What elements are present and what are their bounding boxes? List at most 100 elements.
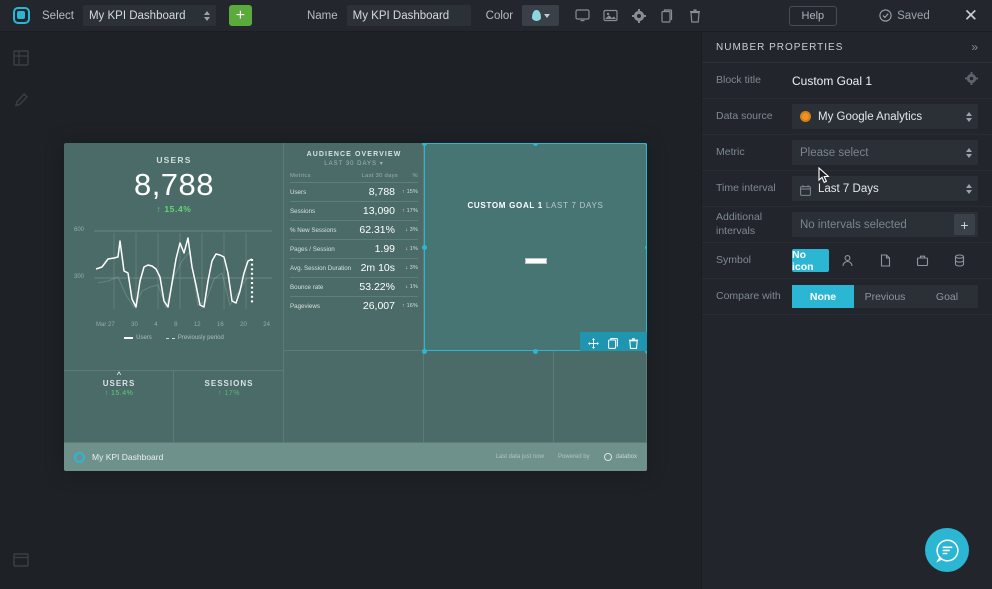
cell-value: 26,007: [356, 296, 398, 315]
color-picker-button[interactable]: [522, 5, 560, 26]
block-title: SESSIONS: [204, 379, 254, 388]
col-header-metrics: Metrics: [290, 173, 311, 179]
block-title: USERS: [156, 155, 192, 165]
line-chart: 600 300: [74, 221, 274, 341]
cell-percent: ↓ 3%: [398, 258, 418, 278]
cell-percent: ↑ 16%: [398, 296, 418, 315]
grid-cell: [424, 351, 554, 443]
databox-logo[interactable]: [0, 7, 42, 24]
block-users-mini[interactable]: ^ USERS ↑ 15.4%: [64, 371, 174, 398]
block-interval[interactable]: LAST 30 DAYS ▾: [324, 161, 384, 167]
cell-percent: ↓ 3%: [398, 220, 418, 240]
metric-select[interactable]: Please select: [792, 140, 978, 165]
row-time-interval: Time interval Last 7 Days: [702, 171, 992, 207]
legend-label: Previously period: [177, 335, 224, 341]
block-sessions-mini[interactable]: ^ SESSIONS ↑ 17%: [174, 371, 284, 397]
symbol-option-document[interactable]: [866, 249, 903, 272]
brush-icon[interactable]: [13, 92, 29, 108]
collapse-panel-icon[interactable]: »: [971, 40, 978, 54]
compare-option-goal[interactable]: Goal: [916, 285, 978, 308]
dashboard-preview[interactable]: USERS 8,788 ↑ 15.4% 600 300: [64, 143, 647, 471]
gear-icon[interactable]: [631, 8, 646, 23]
select-label: Select: [42, 9, 74, 22]
compare-options: None Previous Goal: [792, 285, 978, 308]
duplicate-icon[interactable]: [659, 8, 674, 23]
x-tick: 24: [263, 322, 270, 328]
x-tick: 20: [240, 322, 247, 328]
image-icon[interactable]: [603, 8, 618, 23]
cell-value: 8,788: [356, 182, 398, 202]
row-additional-intervals: Additional intervals No intervals select…: [702, 207, 992, 243]
goal-empty-value: [524, 258, 547, 264]
grid-cell: [284, 351, 424, 443]
trash-icon[interactable]: [628, 336, 639, 349]
add-interval-button[interactable]: +: [954, 214, 975, 235]
trash-icon[interactable]: [687, 8, 702, 23]
resize-handle-ne[interactable]: [644, 143, 647, 146]
table-row: Avg. Session Duration 2m 10s ↓ 3%: [290, 258, 418, 278]
chart-legend: Users Previously period: [74, 335, 274, 341]
col-header-value: Last 30 days: [361, 173, 398, 179]
close-icon[interactable]: ✕: [963, 6, 978, 25]
move-icon[interactable]: [588, 336, 599, 349]
symbol-option-no-icon[interactable]: No icon: [792, 249, 830, 273]
block-title: AUDIENCE OVERVIEW: [306, 151, 402, 158]
block-title-input[interactable]: Custom Goal 1: [792, 74, 965, 88]
metric-value: 8,788: [133, 167, 215, 202]
x-tick: 12: [193, 322, 201, 328]
cell-value: 2m 10s: [356, 258, 398, 278]
y-tick-300: 300: [74, 274, 85, 280]
resize-handle-n[interactable]: [533, 143, 538, 146]
chevron-down-icon: [543, 13, 550, 18]
help-chat-button[interactable]: [925, 528, 969, 572]
symbol-option-database[interactable]: [941, 249, 978, 272]
duplicate-icon[interactable]: [608, 336, 619, 349]
resize-handle-e[interactable]: [644, 244, 647, 250]
chevron-updown-icon: [966, 111, 972, 122]
dashboard-canvas[interactable]: USERS 8,788 ↑ 15.4% 600 300: [42, 32, 701, 589]
block-users-chart[interactable]: USERS 8,788 ↑ 15.4% 600 300: [64, 143, 284, 371]
block-custom-goal-1[interactable]: CUSTOM GOAL 1 LAST 7 DAYS: [421, 143, 647, 354]
table-row: Bounce rate 53.22% ↓ 1%: [290, 277, 418, 297]
help-button[interactable]: Help: [788, 5, 838, 26]
cell-percent: ↓ 1%: [398, 239, 418, 259]
window-icon[interactable]: [13, 553, 29, 569]
chat-bubble-icon: [935, 538, 959, 563]
cell-percent: ↑ 17%: [398, 201, 418, 221]
resize-handle-se[interactable]: [644, 348, 647, 354]
cell-metric: Pageviews: [290, 296, 357, 315]
resize-handle-s[interactable]: [533, 348, 538, 354]
chevron-updown-icon: [203, 10, 210, 21]
data-source-select[interactable]: My Google Analytics: [792, 104, 978, 129]
compare-option-previous[interactable]: Previous: [854, 285, 916, 308]
table-row: Sessions 13,090 ↑ 17%: [290, 201, 418, 221]
block-toolbar: [580, 332, 647, 351]
monitor-icon[interactable]: [575, 8, 590, 23]
resize-handle-sw[interactable]: [421, 348, 427, 354]
cell-value: 62.31%: [356, 220, 398, 240]
block-audience-overview[interactable]: AUDIENCE OVERVIEW LAST 30 DAYS ▾ Metrics…: [284, 143, 424, 351]
resize-handle-w[interactable]: [421, 244, 427, 250]
row-label: Block title: [716, 73, 761, 86]
dashboard-name-input[interactable]: [346, 5, 471, 26]
cell-metric: Bounce rate: [290, 277, 357, 297]
grid-cell: [174, 371, 284, 443]
compare-option-none[interactable]: None: [792, 285, 854, 308]
cell-percent: ↓ 1%: [398, 277, 418, 297]
symbol-option-person[interactable]: [829, 249, 866, 272]
symbol-option-briefcase[interactable]: [904, 249, 941, 272]
resize-handle-nw[interactable]: [421, 143, 427, 146]
x-tick: 30: [131, 322, 138, 328]
x-tick: 16: [217, 322, 224, 328]
check-circle-icon: [879, 9, 892, 22]
dashboard-select-value: My KPI Dashboard: [88, 9, 186, 22]
grid-icon[interactable]: [13, 50, 29, 66]
add-dashboard-button[interactable]: +: [228, 5, 252, 26]
grid-cell: [64, 371, 174, 443]
cell-value: 53.22%: [356, 277, 398, 297]
google-analytics-icon: [800, 111, 811, 122]
additional-intervals-field[interactable]: No intervals selected +: [792, 212, 978, 237]
gear-icon[interactable]: [965, 71, 978, 90]
dashboard-select[interactable]: My KPI Dashboard: [82, 5, 216, 26]
row-label: Data source: [716, 109, 773, 122]
